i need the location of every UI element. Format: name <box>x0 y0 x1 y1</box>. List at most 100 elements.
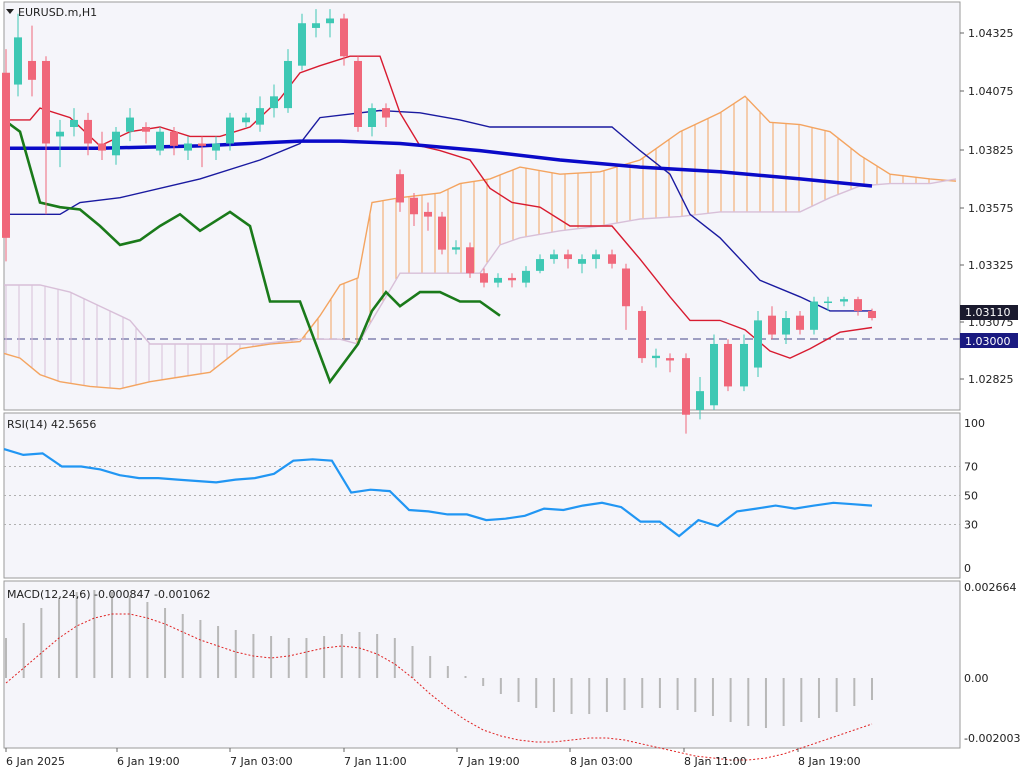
macd-level-label: 0.00 <box>964 672 989 685</box>
macd-level-label: 0.002664 <box>964 581 1017 594</box>
price-tick-label: 1.03825 <box>968 144 1014 157</box>
rsi-level-label: 0 <box>964 562 971 575</box>
macd-signal-line <box>5 613 873 761</box>
candle-body <box>226 117 234 144</box>
time-tick-label: 6 Jan 19:00 <box>117 755 180 768</box>
candle-body <box>696 391 704 410</box>
candle-body <box>666 358 674 361</box>
candle-body <box>768 315 776 335</box>
time-tick-label: 8 Jan 19:00 <box>798 755 861 768</box>
price-plot <box>2 9 960 434</box>
candle-body <box>638 310 646 359</box>
candle-body <box>142 126 150 132</box>
candle-body <box>126 117 134 132</box>
candle-body <box>840 299 848 302</box>
candle-body <box>682 358 690 415</box>
macd-plot <box>5 590 873 761</box>
candle-body <box>396 174 404 203</box>
candle-body <box>28 60 36 80</box>
candle-body <box>212 143 220 151</box>
chikou-span-line <box>3 118 501 385</box>
candle-body <box>824 301 832 304</box>
candle-body <box>84 119 92 144</box>
candle-body <box>754 320 762 368</box>
candle-body <box>564 254 572 260</box>
moving-average-line <box>4 139 873 188</box>
candle-body <box>98 143 106 151</box>
candle-body <box>354 60 362 127</box>
time-tick-label: 6 Jan 2025 <box>6 755 65 768</box>
candle-body <box>284 60 292 109</box>
kijun-sen-line <box>4 109 872 312</box>
candle-body <box>622 268 630 307</box>
symbol-label[interactable]: EURUSD.m,H1 <box>18 6 97 19</box>
candle-body <box>340 18 348 57</box>
candle-body <box>256 108 264 125</box>
time-tick-label: 7 Jan 11:00 <box>344 755 407 768</box>
candle-body <box>156 131 164 151</box>
candle-body <box>550 254 558 260</box>
candle-body <box>522 270 530 283</box>
candle-body <box>424 211 432 217</box>
price-tick-label: 1.03575 <box>968 202 1014 215</box>
candle-body <box>854 299 862 311</box>
candle-body <box>508 277 516 281</box>
main-price-panel[interactable] <box>3 1 961 411</box>
candle-body <box>724 343 732 387</box>
senkou-span-a-line <box>3 95 957 390</box>
rsi-panel[interactable] <box>3 412 961 579</box>
candle-body <box>312 23 320 28</box>
price-tick-label: 1.02825 <box>968 373 1014 386</box>
candle-body <box>410 197 418 215</box>
candle-body <box>740 343 748 387</box>
candle-body <box>494 277 502 283</box>
candle-body <box>56 131 64 137</box>
rsi-line <box>3 448 873 538</box>
candle-body <box>42 60 50 144</box>
rsi-level-label: 50 <box>964 490 978 503</box>
candle-body <box>270 96 278 109</box>
price-tick-label: 1.03325 <box>968 259 1014 272</box>
candle-body <box>382 108 390 118</box>
candle-body <box>810 301 818 330</box>
candle-body <box>70 119 78 127</box>
time-tick-label: 7 Jan 19:00 <box>457 755 520 768</box>
symbol-menu-icon[interactable] <box>6 9 14 14</box>
time-tick-label: 8 Jan 03:00 <box>570 755 633 768</box>
candle-body <box>242 117 250 123</box>
rsi-level-label: 100 <box>964 417 985 430</box>
candle-body <box>710 343 718 406</box>
time-tick-label: 8 Jan 11:00 <box>684 755 747 768</box>
candle-body <box>368 108 376 127</box>
candle-body <box>536 259 544 271</box>
time-tick-label: 7 Jan 03:00 <box>230 755 293 768</box>
candle-body <box>298 23 306 66</box>
price-tick-label: 1.04075 <box>968 85 1014 98</box>
candle-body <box>112 131 120 156</box>
current-price-value: 1.03110 <box>965 306 1011 319</box>
hline-price-badge[interactable] <box>960 333 1018 348</box>
candle-body <box>608 254 616 264</box>
rsi-plot <box>3 448 960 538</box>
candle-body <box>2 72 10 238</box>
candle-body <box>452 247 460 250</box>
price-tick-label: 1.04325 <box>968 27 1014 40</box>
rsi-level-label: 70 <box>964 461 978 474</box>
candle-body <box>796 315 804 330</box>
candle-body <box>326 18 334 24</box>
candle-body <box>868 310 876 319</box>
candle-body <box>438 216 446 250</box>
rsi-label: RSI(14) 42.5656 <box>7 418 96 431</box>
axis-labels: 1.04325 1.04075 1.03825 1.03575 1.03325 1.030… <box>5 27 1020 768</box>
candle-body <box>480 273 488 283</box>
current-price-badge <box>960 305 1018 320</box>
macd-label: MACD(12,24,6) -0.000847 -0.001062 <box>7 588 210 601</box>
senkou-span-b-line <box>4 178 957 345</box>
candle-body <box>14 37 22 85</box>
candle-body <box>578 259 586 264</box>
candle-body <box>652 355 660 359</box>
candle-body <box>592 254 600 260</box>
rsi-level-label: 30 <box>964 519 978 532</box>
